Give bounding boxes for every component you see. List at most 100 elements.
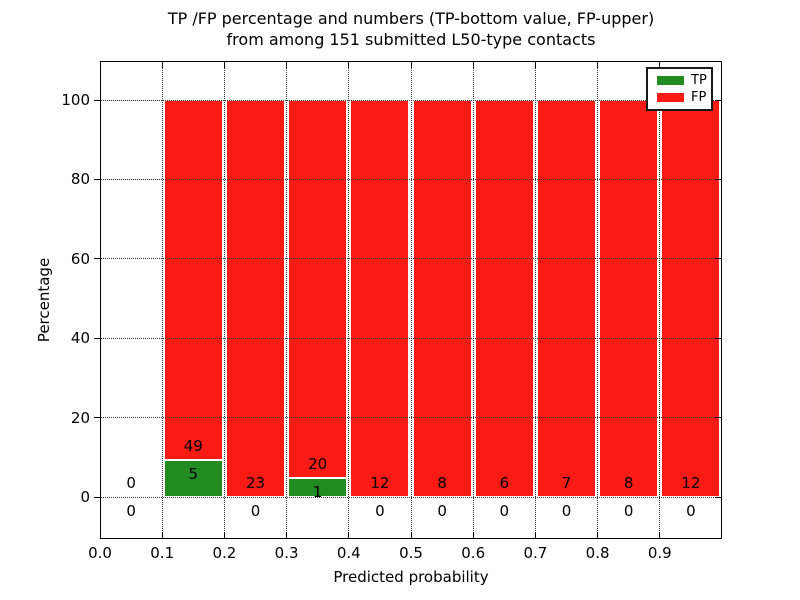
x-tick-label: 0.3: [274, 544, 299, 562]
x-tick-bottom: [410, 532, 412, 539]
x-tick-top: [348, 61, 350, 68]
horizontal-gridline: [100, 258, 722, 260]
vertical-gridline: [597, 61, 599, 539]
horizontal-gridline: [100, 417, 722, 419]
x-tick-top: [161, 61, 163, 68]
x-tick-bottom: [161, 532, 163, 539]
tp-count-label: 0: [126, 502, 136, 520]
x-tick-label: 0.5: [399, 544, 423, 562]
tp-count-label: 1: [312, 483, 323, 502]
x-tick-bottom: [286, 532, 288, 539]
x-tick-label: 0.4: [336, 544, 361, 562]
x-tick-top: [534, 61, 536, 68]
fp-color-swatch: [657, 93, 684, 102]
fp-count-label: 8: [623, 474, 634, 492]
fp-count-label: 20: [308, 455, 328, 474]
tp-count-label: 0: [686, 502, 696, 520]
y-tick-left: [94, 496, 100, 498]
tp-color-swatch: [657, 76, 684, 85]
y-tick-label: 20: [70, 408, 90, 427]
horizontal-gridline: [100, 496, 722, 498]
x-tick-label: 0.9: [647, 544, 672, 562]
y-tick-left: [94, 99, 100, 101]
tp-bar-segment: [288, 478, 348, 497]
x-tick-top: [659, 61, 661, 68]
x-tick-bottom: [348, 532, 350, 539]
legend-item-fp: FP: [648, 91, 711, 104]
x-tick-bottom: [99, 532, 101, 539]
fp-count-label: 7: [561, 474, 572, 492]
x-tick-label: 0.1: [150, 544, 175, 562]
tp-count-label: 5: [188, 465, 199, 484]
y-tick-right: [715, 99, 722, 101]
x-axis-label: Predicted probability: [333, 568, 489, 586]
fp-bar-segment: [350, 100, 410, 497]
x-tick-top: [99, 61, 101, 68]
tp-count-label: 0: [561, 502, 572, 520]
x-tick-label: 0.6: [461, 544, 486, 562]
vertical-gridline: [161, 61, 163, 539]
y-tick-right: [715, 417, 722, 419]
x-tick-bottom: [223, 532, 225, 539]
y-tick-left: [94, 417, 100, 419]
y-tick-right: [715, 496, 722, 498]
legend: TP FP: [646, 67, 713, 111]
fp-count-label: 12: [370, 474, 390, 492]
chart-title-line1: TP /FP percentage and numbers (TP-bottom…: [167, 9, 655, 28]
horizontal-gridline: [100, 337, 722, 339]
legend-item-tp: TP: [648, 74, 711, 87]
y-tick-right: [715, 258, 722, 260]
y-tick-left: [94, 258, 100, 260]
x-tick-top: [223, 61, 225, 68]
x-tick-top: [410, 61, 412, 68]
vertical-gridline: [223, 61, 225, 539]
horizontal-gridline: [100, 99, 722, 101]
y-tick-label: 100: [61, 91, 90, 109]
tp-count-label: 0: [623, 502, 634, 520]
x-tick-top: [472, 61, 474, 68]
horizontal-gridline: [100, 178, 722, 180]
fp-bar-segment: [599, 100, 659, 497]
x-tick-label: 0.0: [88, 544, 112, 562]
x-tick-bottom: [534, 532, 536, 539]
x-tick-bottom: [597, 532, 599, 539]
y-tick-label: 0: [80, 488, 90, 506]
tp-count-label: 0: [437, 502, 447, 520]
legend-label-tp: TP: [691, 73, 707, 88]
y-tick-label: 80: [70, 170, 90, 189]
y-tick-left: [94, 178, 100, 180]
fp-count-label: 0: [126, 474, 136, 492]
fp-bar-segment: [412, 100, 472, 497]
tp-bar-segment: [163, 460, 223, 497]
fp-bar-segment: [163, 100, 223, 461]
x-tick-label: 0.7: [523, 544, 548, 562]
y-axis-label: Percentage: [35, 257, 53, 343]
x-tick-top: [286, 61, 288, 68]
y-tick-label: 60: [70, 249, 90, 268]
fp-bar-segment: [661, 100, 721, 497]
vertical-gridline: [659, 61, 661, 539]
x-tick-label: 0.8: [585, 544, 610, 562]
y-tick-right: [715, 337, 722, 339]
x-tick-bottom: [472, 532, 474, 539]
tp-count-label: 0: [250, 502, 261, 520]
x-tick-top: [597, 61, 599, 68]
vertical-gridline: [534, 61, 536, 539]
x-tick-bottom: [659, 532, 661, 539]
legend-label-fp: FP: [691, 90, 707, 105]
fp-bar-segment: [474, 100, 534, 497]
y-tick-right: [715, 178, 722, 180]
fp-count-label: 12: [681, 474, 701, 492]
fp-bar-segment: [288, 100, 348, 479]
tp-count-label: 0: [499, 502, 510, 520]
fp-bar-segment: [225, 100, 286, 497]
fp-bar-segment: [536, 100, 597, 497]
fp-count-label: 6: [499, 474, 510, 492]
vertical-gridline: [410, 61, 412, 539]
fp-count-label: 23: [245, 474, 266, 492]
vertical-gridline: [472, 61, 474, 539]
y-tick-label: 40: [70, 329, 90, 348]
y-tick-left: [94, 337, 100, 339]
vertical-gridline: [348, 61, 350, 539]
